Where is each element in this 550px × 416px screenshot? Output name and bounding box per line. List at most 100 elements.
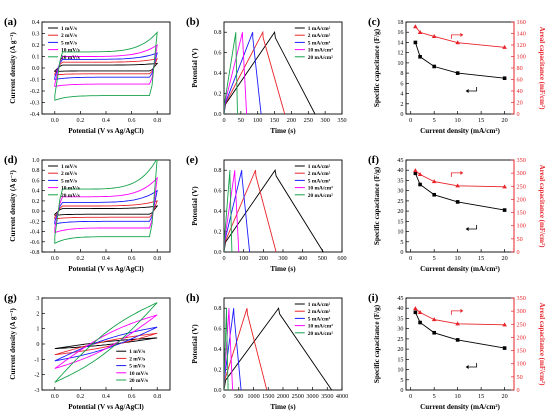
legend-label: 10 mA/cm²: [308, 186, 334, 192]
y-tick-label: 45: [397, 295, 403, 302]
y-tick-label: -0.1: [30, 77, 40, 84]
data-point-triangle: [417, 172, 423, 177]
cv-curve: [54, 62, 159, 72]
cv-curve: [54, 205, 159, 216]
data-point-triangle: [413, 306, 418, 311]
cv-curve: [54, 189, 158, 225]
y-tick-label: 40: [397, 167, 403, 174]
cv-curve: [54, 31, 158, 101]
y-axis-right-label: Areal capacitance (mF/cm²): [538, 27, 546, 110]
data-point-triangle: [431, 33, 437, 38]
y-tick-label: 1.0: [32, 157, 40, 164]
data-point-square: [432, 64, 436, 69]
curve-layer: [413, 168, 507, 212]
panel-0: (a) 0.0 0.2 0.4 0.6 0.8 -0.4 -0.3 -0.2 -0.1 0.0 0.1…: [4, 16, 171, 135]
y-tick-label: 35: [397, 315, 403, 322]
panel-6: (g) 0.0 0.2 0.4 0.6 0.8 -3 -2 -1 0 1 2 3 Potential (V…: [4, 292, 171, 411]
cv-curve: [54, 302, 158, 383]
y-tick-label: 3: [36, 295, 39, 302]
y-tick-label: -0.3: [30, 100, 40, 107]
panel-8: (i)0 5 10 15 2005101520253035404505010015020…: [368, 292, 546, 411]
panel-label: (b): [186, 16, 200, 28]
y-right-tick-label: 40: [517, 88, 523, 95]
x-tick-label: 200: [259, 255, 268, 262]
panel-label: (e): [186, 154, 199, 166]
x-tick-label: 250: [304, 117, 313, 124]
legend-label: 10 mA/cm²: [308, 324, 334, 330]
x-tick-label: 0.8: [153, 393, 161, 400]
x-axis-label: Time (s): [270, 127, 296, 135]
y-right-tick-label: 250: [517, 183, 526, 190]
y-tick-label: 2: [400, 101, 403, 108]
y-tick-label: 6: [400, 80, 403, 87]
panel-label: (d): [4, 154, 18, 166]
legend-label: 2 mA/cm²: [308, 33, 331, 39]
y-tick-label: 30: [397, 326, 403, 333]
y-right-tick-label: 80: [517, 65, 523, 72]
y-tick-label: 5: [400, 239, 403, 246]
y-tick-label: 10: [397, 367, 403, 374]
cv-curve: [54, 160, 158, 245]
y-tick-label: 20: [397, 208, 403, 215]
legend-label: 1 mA/cm²: [308, 164, 331, 170]
capacitance-line: [415, 26, 505, 48]
right-axis-arrow: [450, 310, 461, 315]
curve-layer: [54, 302, 158, 383]
legend-label: 2 mA/cm²: [308, 309, 331, 315]
y-tick-label: 8: [400, 70, 403, 77]
y-tick-label: 0: [36, 341, 39, 348]
legend-label: 1 mV/s: [129, 349, 145, 355]
legend-label: 20 mA/cm²: [308, 193, 334, 199]
legend-label: 1 mA/cm²: [308, 26, 331, 32]
y-axis-label: Current density (A g⁻¹): [9, 32, 17, 104]
y-tick-label: 0.8: [214, 305, 222, 312]
y-right-tick-label: 350: [517, 295, 526, 302]
x-tick-label: 0.4: [102, 255, 110, 262]
left-axis-arrow: [468, 87, 478, 92]
y-tick-label: 30: [397, 188, 403, 195]
y-tick-label: 20: [397, 346, 403, 353]
data-point-triangle: [455, 40, 460, 45]
x-tick-label: 10: [455, 117, 461, 124]
panel-label: (g): [4, 292, 17, 304]
y-tick-label: -0.2: [30, 88, 40, 95]
x-axis-label: Current density (mA/cm²): [420, 265, 500, 273]
legend-label: 10 mA/cm²: [308, 48, 334, 54]
y-axis-right-label: Areal capacitance (mF/cm²): [538, 303, 546, 386]
legend-label: 2 mA/cm²: [308, 171, 331, 177]
legend-label: 10 mV/s: [61, 48, 80, 54]
x-tick-label: 1500: [262, 393, 274, 400]
x-tick-label: 0.8: [153, 117, 161, 124]
legend-label: 5 mV/s: [61, 178, 77, 184]
data-point-triangle: [417, 29, 423, 34]
legend-label: 5 mA/cm²: [308, 40, 331, 46]
x-tick-label: 2000: [277, 393, 289, 400]
x-tick-label: 500: [234, 393, 243, 400]
x-tick-label: 0: [222, 117, 225, 124]
cv-curve: [54, 176, 158, 234]
panel-label: (f): [368, 154, 379, 166]
y-tick-label: 4: [400, 91, 403, 98]
x-tick-label: 50: [238, 117, 244, 124]
x-tick-label: 0.6: [128, 117, 136, 124]
y-tick-label: 10: [397, 60, 403, 67]
x-tick-label: 20: [502, 117, 508, 124]
y-tick-label: 0.1: [32, 54, 40, 61]
y-right-tick-label: 300: [517, 308, 526, 315]
y-tick-label: 0.6: [214, 50, 222, 57]
x-tick-label: 3500: [321, 393, 333, 400]
left-axis-arrowhead: [465, 89, 469, 93]
y-axis-label: Specific capacitance (F/g): [373, 166, 381, 245]
y-right-tick-label: 0: [517, 387, 520, 394]
x-tick-label: 0.6: [128, 393, 136, 400]
y-axis-label: Specific capacitance (F/g): [373, 304, 381, 383]
x-axis-label: Potential (V vs Ag/AgCl): [68, 127, 144, 135]
x-tick-label: 3000: [306, 393, 318, 400]
x-tick-label: 0: [222, 255, 225, 262]
y-tick-label: 0.2: [32, 198, 40, 205]
x-tick-label: 0.0: [51, 255, 59, 262]
y-tick-label: 14: [397, 39, 403, 46]
x-tick-label: 100: [253, 117, 262, 124]
plot-frame: [405, 297, 515, 391]
